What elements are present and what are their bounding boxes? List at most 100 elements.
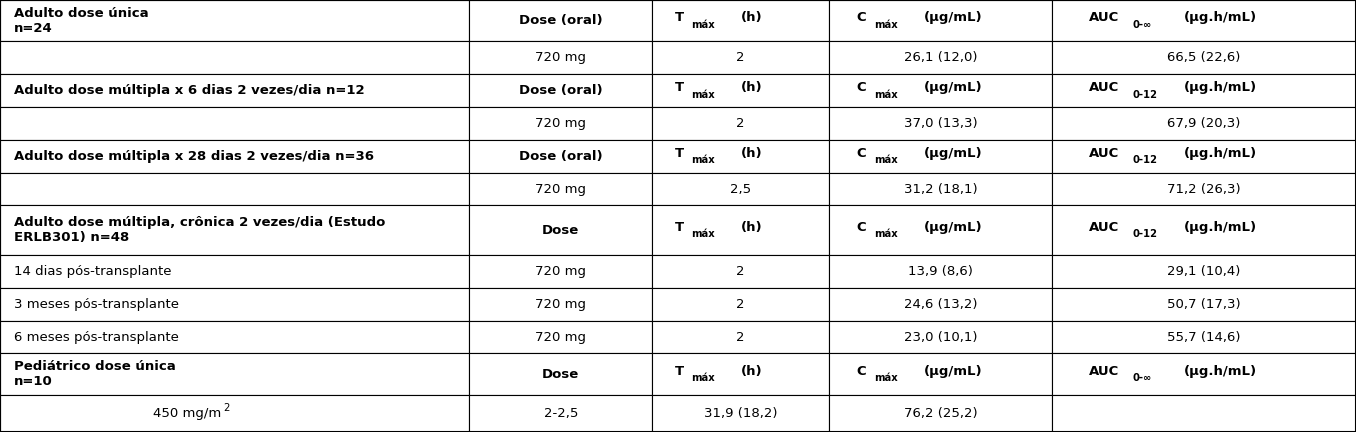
Text: (h): (h) [740, 81, 762, 94]
Text: (h): (h) [740, 221, 762, 234]
Text: Dose (oral): Dose (oral) [519, 14, 602, 27]
Bar [652, 0, 829, 41]
Bar [0, 206, 469, 255]
Text: máx: máx [692, 90, 716, 100]
Text: 720 mg: 720 mg [536, 265, 586, 278]
Bar [1052, 107, 1356, 140]
Text: 2: 2 [736, 51, 744, 64]
Text: Adulto dose múltipla x 28 dias 2 vezes/dia n=36: Adulto dose múltipla x 28 dias 2 vezes/d… [14, 149, 373, 163]
Bar [1052, 206, 1356, 255]
Text: máx: máx [873, 373, 898, 383]
Text: (μg.h/mL): (μg.h/mL) [1184, 147, 1257, 160]
Bar [0, 353, 469, 394]
Text: AUC: AUC [1089, 12, 1119, 25]
Bar [0, 321, 469, 353]
Text: AUC: AUC [1089, 365, 1119, 378]
Text: 0-12: 0-12 [1132, 156, 1157, 165]
Text: 37,0 (13,3): 37,0 (13,3) [903, 117, 978, 130]
Text: 720 mg: 720 mg [536, 330, 586, 343]
Text: 720 mg: 720 mg [536, 51, 586, 64]
Bar [0, 41, 469, 74]
Text: 0-∞: 0-∞ [1132, 373, 1151, 383]
Text: (μg.h/mL): (μg.h/mL) [1184, 12, 1257, 25]
Bar [1052, 353, 1356, 394]
Bar [0, 0, 469, 41]
Text: T: T [675, 365, 685, 378]
Text: (μg/mL): (μg/mL) [925, 81, 983, 94]
Text: máx: máx [692, 373, 716, 383]
Text: 55,7 (14,6): 55,7 (14,6) [1168, 330, 1241, 343]
Text: 6 meses pós-transplante: 6 meses pós-transplante [14, 330, 179, 343]
Text: máx: máx [873, 229, 898, 239]
Text: 2: 2 [736, 298, 744, 311]
Text: 2: 2 [736, 330, 744, 343]
Text: Dose (oral): Dose (oral) [519, 149, 602, 163]
Text: 31,2 (18,1): 31,2 (18,1) [903, 183, 978, 196]
Text: AUC: AUC [1089, 81, 1119, 94]
Bar [0, 173, 469, 206]
Text: 2-2,5: 2-2,5 [544, 407, 578, 420]
Text: máx: máx [692, 156, 716, 165]
Text: máx: máx [873, 156, 898, 165]
Text: T: T [675, 12, 685, 25]
Bar [469, 0, 652, 41]
Text: AUC: AUC [1089, 221, 1119, 234]
Text: 14 dias pós-transplante: 14 dias pós-transplante [14, 265, 171, 278]
Bar [652, 140, 829, 173]
Bar [0, 74, 469, 107]
Text: T: T [675, 81, 685, 94]
Text: C: C [857, 365, 866, 378]
Bar [0, 288, 469, 321]
Text: Dose: Dose [542, 368, 579, 381]
Bar [652, 255, 829, 288]
Text: máx: máx [873, 20, 898, 30]
Text: 76,2 (25,2): 76,2 (25,2) [903, 407, 978, 420]
Text: 0-12: 0-12 [1132, 90, 1157, 100]
Text: 71,2 (26,3): 71,2 (26,3) [1168, 183, 1241, 196]
Text: (μg.h/mL): (μg.h/mL) [1184, 81, 1257, 94]
Bar [469, 255, 652, 288]
Bar [1052, 41, 1356, 74]
Bar [1052, 394, 1356, 432]
Text: C: C [857, 81, 866, 94]
Text: 31,9 (18,2): 31,9 (18,2) [704, 407, 777, 420]
Text: (μg/mL): (μg/mL) [925, 147, 983, 160]
Bar [829, 394, 1052, 432]
Bar [0, 255, 469, 288]
Text: 24,6 (13,2): 24,6 (13,2) [903, 298, 978, 311]
Text: 0-∞: 0-∞ [1132, 20, 1151, 30]
Bar [829, 74, 1052, 107]
Bar [0, 107, 469, 140]
Text: 2: 2 [224, 403, 231, 413]
Bar [469, 206, 652, 255]
Text: 2: 2 [736, 117, 744, 130]
Bar [469, 107, 652, 140]
Text: 23,0 (10,1): 23,0 (10,1) [903, 330, 978, 343]
Text: (μg/mL): (μg/mL) [925, 365, 983, 378]
Text: Pediátrico dose única
n=10: Pediátrico dose única n=10 [14, 360, 175, 388]
Bar [829, 353, 1052, 394]
Bar [829, 206, 1052, 255]
Text: 720 mg: 720 mg [536, 117, 586, 130]
Bar [469, 41, 652, 74]
Bar [829, 140, 1052, 173]
Bar [1052, 173, 1356, 206]
Text: 720 mg: 720 mg [536, 183, 586, 196]
Text: 50,7 (17,3): 50,7 (17,3) [1168, 298, 1241, 311]
Bar [1052, 288, 1356, 321]
Bar [652, 74, 829, 107]
Bar [652, 353, 829, 394]
Text: Adulto dose única
n=24: Adulto dose única n=24 [14, 6, 148, 35]
Bar [1052, 0, 1356, 41]
Text: máx: máx [873, 90, 898, 100]
Text: Dose: Dose [542, 224, 579, 237]
Bar [829, 173, 1052, 206]
Text: Adulto dose múltipla x 6 dias 2 vezes/dia n=12: Adulto dose múltipla x 6 dias 2 vezes/di… [14, 84, 365, 97]
Text: C: C [857, 147, 866, 160]
Text: C: C [857, 12, 866, 25]
Text: máx: máx [692, 20, 716, 30]
Bar [1052, 74, 1356, 107]
Text: 450 mg/m: 450 mg/m [153, 407, 221, 420]
Text: (h): (h) [740, 12, 762, 25]
Bar [1052, 255, 1356, 288]
